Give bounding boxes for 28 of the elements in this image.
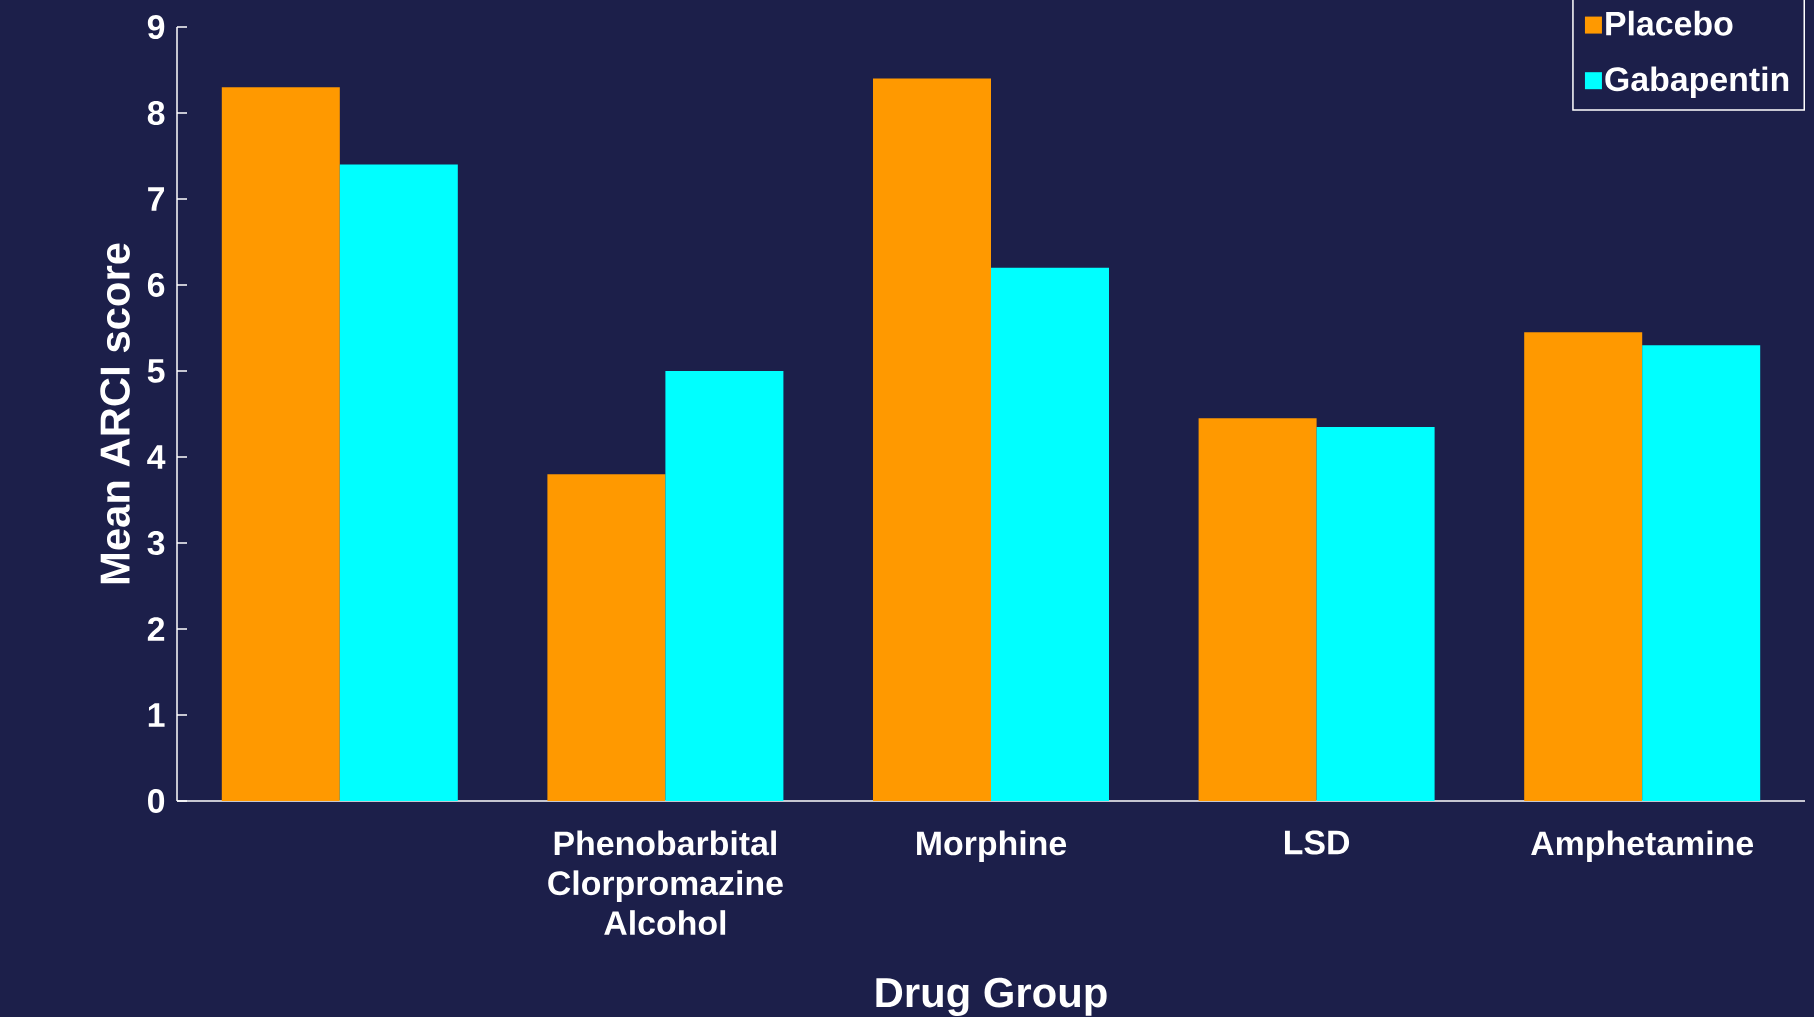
y-tick-label: 2: [147, 617, 165, 641]
y-tick-label: 6: [147, 272, 165, 297]
bar: [1316, 426, 1435, 801]
legend-label: Placebo: [1606, 10, 1733, 36]
bar: [1524, 332, 1643, 801]
y-tick-label: 0: [148, 789, 165, 813]
bar: [991, 267, 1109, 801]
y-tick-label: 3: [147, 530, 165, 555]
bar: [339, 164, 458, 801]
y-tick-label: 5: [147, 359, 165, 383]
bar: [547, 474, 666, 801]
bar: [1198, 418, 1317, 801]
y-tick-label: 9: [147, 14, 165, 39]
bar: [1642, 345, 1761, 801]
y-tick-label: 7: [148, 187, 165, 211]
y-axis-title: Mean ARCI score: [100, 243, 130, 584]
legend-label: Gabapentin: [1605, 66, 1789, 98]
y-tick-label: 8: [147, 100, 165, 125]
x-tick-label: Phenobarbital Clorpromazine Alcohol: [548, 830, 783, 936]
y-tick-label: 1: [148, 703, 165, 727]
x-tick-label: Morphine: [917, 830, 1067, 863]
x-tick-label: LSD: [1284, 830, 1350, 855]
x-axis-title: Drug Group: [876, 977, 1107, 1016]
bar: [221, 87, 340, 801]
bar: [665, 370, 784, 801]
y-tick-label: 4: [147, 445, 166, 469]
x-tick-label: Amphetamine: [1531, 830, 1754, 863]
bar: [873, 78, 991, 801]
